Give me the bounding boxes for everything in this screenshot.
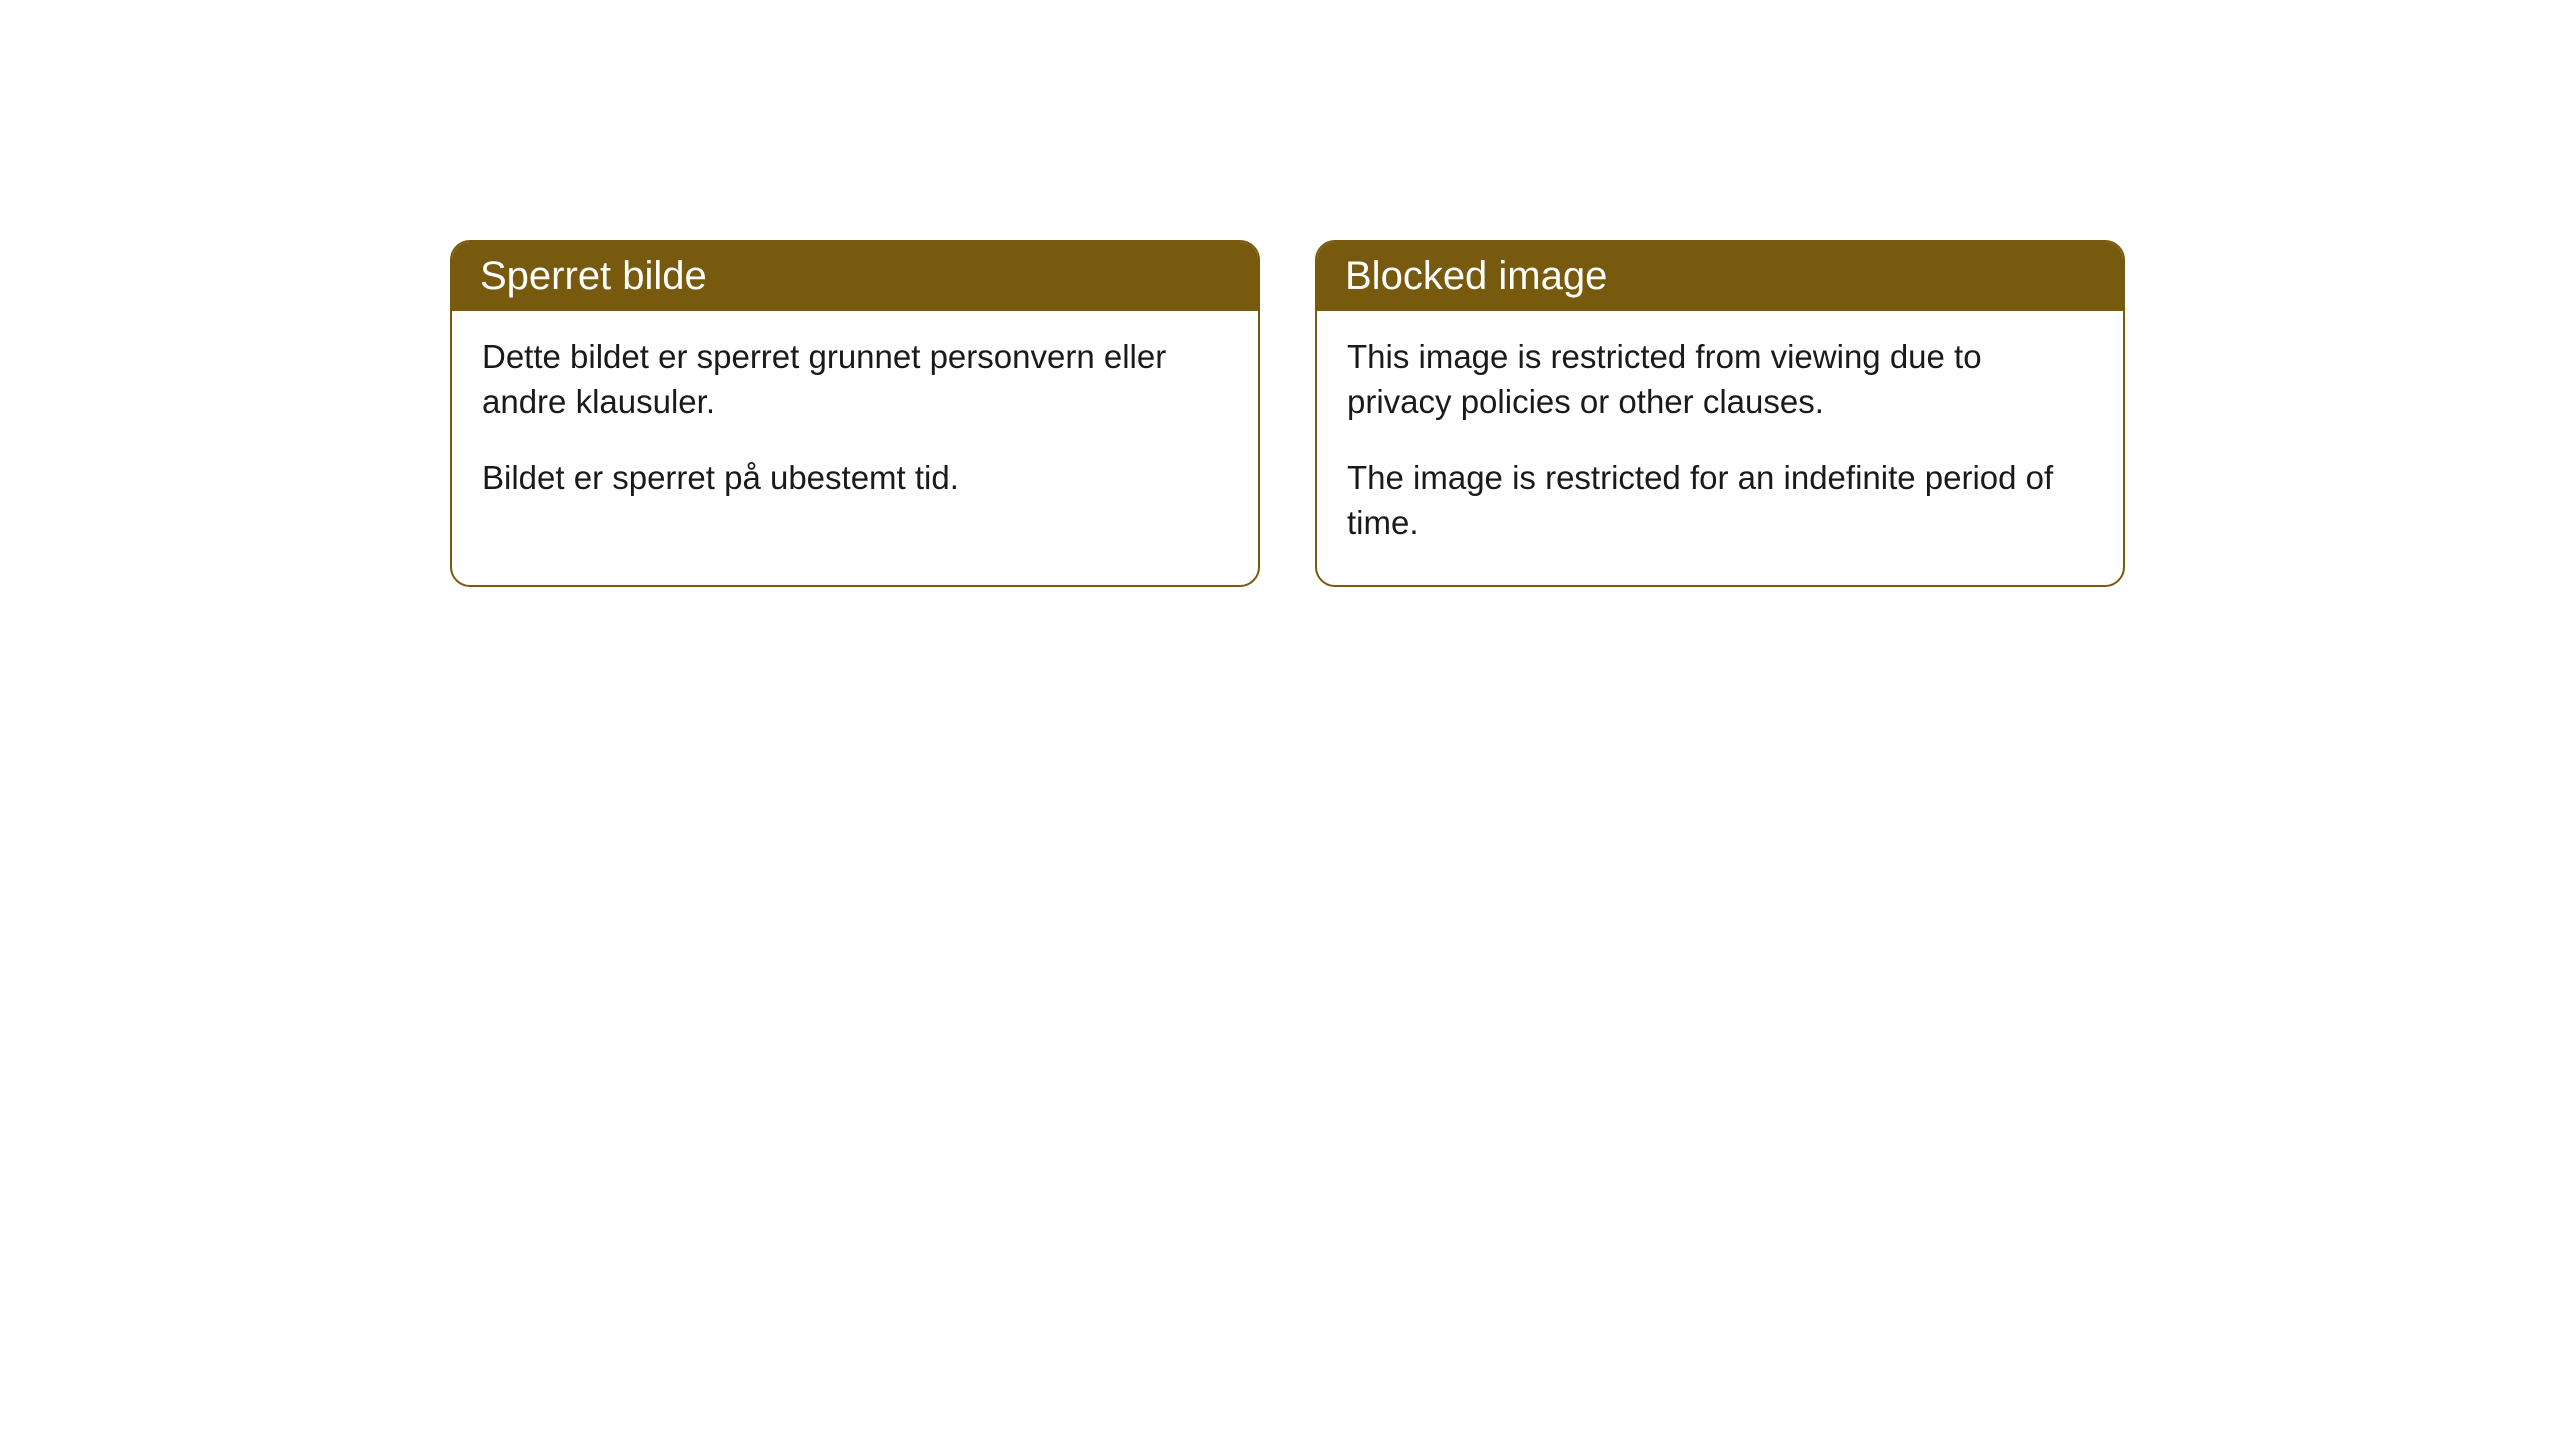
card-body: This image is restricted from viewing du… bbox=[1317, 311, 2123, 585]
card-paragraph: This image is restricted from viewing du… bbox=[1347, 335, 2093, 424]
blocked-image-card-norwegian: Sperret bilde Dette bildet er sperret gr… bbox=[450, 240, 1260, 587]
card-paragraph: Dette bildet er sperret grunnet personve… bbox=[482, 335, 1228, 424]
card-title: Blocked image bbox=[1345, 254, 1607, 298]
card-paragraph: Bildet er sperret på ubestemt tid. bbox=[482, 456, 1228, 501]
blocked-image-card-english: Blocked image This image is restricted f… bbox=[1315, 240, 2125, 587]
card-header: Sperret bilde bbox=[452, 242, 1258, 311]
card-title: Sperret bilde bbox=[480, 254, 707, 298]
card-header: Blocked image bbox=[1317, 242, 2123, 311]
cards-container: Sperret bilde Dette bildet er sperret gr… bbox=[0, 0, 2560, 587]
card-paragraph: The image is restricted for an indefinit… bbox=[1347, 456, 2093, 545]
card-body: Dette bildet er sperret grunnet personve… bbox=[452, 311, 1258, 541]
